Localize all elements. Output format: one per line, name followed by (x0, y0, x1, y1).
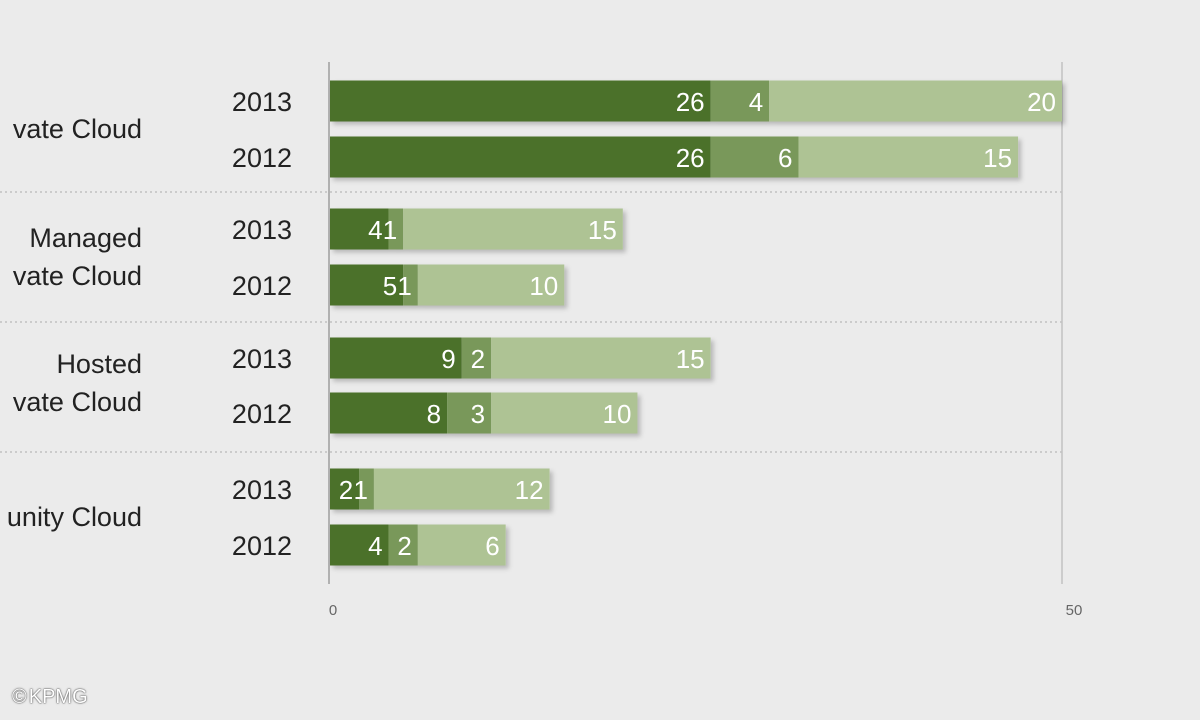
data-label: 1 (353, 475, 367, 505)
data-label: 6 (778, 143, 792, 173)
bar-segment (388, 208, 404, 250)
bar-segment (491, 337, 711, 379)
data-label: 4 (368, 215, 382, 245)
group-label-line: vate Cloud (12, 261, 142, 291)
bar-segment (491, 392, 638, 434)
data-label: 5 (383, 271, 397, 301)
year-label: 2013 (232, 475, 292, 505)
bar-segment (388, 524, 418, 566)
bar-segment (373, 468, 550, 510)
group-label: unity Cloud (0, 498, 142, 536)
bar-row (330, 80, 1062, 122)
group-label-line: vate Cloud (12, 387, 142, 417)
data-label: 1 (383, 215, 397, 245)
data-label: 2 (471, 344, 485, 374)
bar-segment (330, 337, 462, 379)
bar-segment (330, 136, 711, 178)
copyright-symbol: © (12, 686, 27, 708)
data-label: 1 (397, 271, 411, 301)
x-tick-label: 0 (329, 602, 337, 619)
bar-segment (359, 468, 374, 510)
year-label: 2013 (232, 87, 292, 117)
group-label-line: unity Cloud (6, 502, 142, 532)
data-label: 2 (339, 475, 353, 505)
bar-segment (417, 264, 565, 306)
data-label: 3 (471, 399, 485, 429)
data-label: 26 (676, 143, 705, 173)
bar-segment (447, 392, 492, 434)
data-label: 10 (529, 271, 558, 301)
bar-segment (330, 392, 448, 434)
bar-segment (461, 337, 492, 379)
bar-segment (710, 136, 799, 178)
year-label: 2012 (232, 271, 292, 301)
bar-row (330, 392, 638, 434)
bar-segment (330, 524, 389, 566)
data-label: 8 (427, 399, 441, 429)
bar-segment (417, 524, 506, 566)
data-label: 2 (397, 531, 411, 561)
bar-segment (330, 80, 711, 122)
bar-segment (710, 80, 770, 122)
data-label: 10 (603, 399, 632, 429)
group-label-line: Managed (29, 223, 142, 253)
x-tick-label: 50 (1066, 602, 1083, 619)
data-label: 20 (1027, 87, 1056, 117)
group-label: Managed vate Cloud (0, 219, 142, 295)
data-label: 15 (983, 143, 1012, 173)
copyright-notice: © KPMG (12, 686, 88, 709)
data-label: 15 (588, 215, 617, 245)
bar-row (330, 264, 565, 306)
bar-segment (403, 208, 623, 250)
bar-segment (330, 264, 404, 306)
year-label: 2012 (232, 531, 292, 561)
data-label: 6 (485, 531, 499, 561)
data-label: 4 (749, 87, 763, 117)
bar-row (330, 468, 550, 510)
bar-segment (330, 208, 389, 250)
data-label: 9 (441, 344, 455, 374)
data-label: 15 (676, 344, 705, 374)
bar-row (330, 337, 711, 379)
group-label-line: vate Cloud (12, 114, 142, 144)
bar-row (330, 136, 1019, 178)
bar-segment (330, 468, 360, 510)
year-label: 2012 (232, 143, 292, 173)
year-label: 2013 (232, 344, 292, 374)
group-label: vate Cloud (0, 110, 142, 148)
year-label: 2013 (232, 215, 292, 245)
data-label: 4 (368, 531, 382, 561)
year-label: 2012 (232, 399, 292, 429)
bar-segment (403, 264, 418, 306)
group-label: Hosted vate Cloud (0, 345, 142, 421)
bar-segment (769, 80, 1062, 122)
data-label: 26 (676, 87, 705, 117)
bar-row (330, 208, 623, 250)
copyright-text: KPMG (28, 686, 88, 708)
data-label: 12 (515, 475, 544, 505)
group-label-line: Hosted (56, 349, 142, 379)
bar-row (330, 524, 506, 566)
bar-segment (798, 136, 1019, 178)
